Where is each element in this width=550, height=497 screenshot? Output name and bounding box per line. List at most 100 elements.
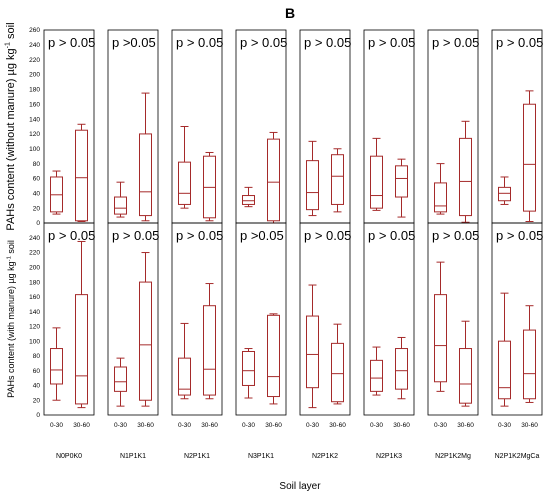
p-value-label: p > 0.05 [48,228,95,243]
box-30-60 [331,148,344,213]
box-30-60 [331,323,344,405]
p-value-label: p > 0.05 [304,228,351,243]
p-value-label: p > 0.05 [496,35,543,50]
box-iqr [114,366,127,392]
panel-N2P1K2Mg: p > 0.05 [427,29,479,224]
panel-frame [363,222,415,416]
treatment-label: N3P1K1 [248,453,274,460]
box-0-30 [434,163,447,215]
panel-frame [491,222,543,416]
x-tick-label: 0-30 [306,422,319,429]
box-iqr [114,196,127,215]
box-0-30 [178,322,191,400]
box-30-60 [523,305,536,403]
y-axis-title: PAHs content (with manure) µg kg-1 soil [6,240,16,398]
box-iqr [178,161,191,205]
x-tick-label: 30-60 [265,422,282,429]
y-tick-label: 100 [29,338,40,345]
x-tick-label: 0-30 [370,422,383,429]
panel-frame [107,222,159,416]
y-tick-label: 140 [29,116,40,123]
y-tick-label: 40 [33,191,41,198]
y-tick-label: 20 [33,205,41,212]
y-tick-label: 60 [33,176,41,183]
box-0-30 [114,357,127,407]
box-0-30 [370,346,383,396]
box-iqr [434,182,447,213]
x-tick-label: 0-30 [498,422,511,429]
p-value-label: p > 0.05 [368,228,415,243]
panel-N1P1K1: p >0.05 [107,29,159,224]
y-tick-label: 200 [29,265,40,272]
box-iqr [434,294,447,383]
treatment-label: N2P1K2 [312,453,338,460]
p-value-label: p > 0.05 [432,228,479,243]
x-axis-title: Soil layer [279,481,321,492]
panel-N2P1K2: p > 0.05 0-30 30-60 N2P1K2 [299,222,351,460]
y-tick-label: 240 [29,235,40,242]
box-iqr [242,350,255,386]
box-30-60 [459,120,472,223]
box-30-60 [203,151,216,222]
panel-frame [171,222,223,416]
treatment-label: N1P1K1 [120,453,146,460]
p-value-label: p > 0.05 [176,228,223,243]
y-tick-label: 220 [29,250,40,257]
box-0-30 [242,348,255,399]
panel-N0P0K0: p > 0.05 0-30 30-60 N0P0K0 [43,222,95,460]
box-0-30 [114,181,127,218]
x-tick-label: 30-60 [329,422,346,429]
x-tick-label: 0-30 [114,422,127,429]
x-tick-label: 30-60 [137,422,154,429]
y-tick-label: 100 [29,146,40,153]
p-value-label: p > 0.05 [304,35,351,50]
y-tick-label: 200 [29,72,40,79]
box-iqr [75,294,88,405]
panel-frame [235,29,287,224]
box-30-60 [139,92,152,222]
box-iqr [370,155,383,209]
box-iqr [242,195,255,205]
panel-frame [427,222,479,416]
box-iqr [523,329,536,400]
box-iqr [306,315,319,389]
box-0-30 [434,261,447,392]
box-iqr [139,281,152,401]
box-iqr [459,137,472,217]
x-tick-label: 0-30 [178,422,191,429]
panel-frame [43,222,95,416]
box-30-60 [523,90,536,223]
x-tick-label: 0-30 [242,422,255,429]
y-tick-label: 240 [29,42,40,49]
panel-frame [491,29,543,224]
box-iqr [498,340,511,400]
box-30-60 [75,240,88,409]
treatment-label: N2P1K1 [184,453,210,460]
panel-N2P1K3: p > 0.05 0-30 30-60 N2P1K3 [363,222,415,460]
box-iqr [331,154,344,205]
x-tick-label: 30-60 [393,422,410,429]
x-tick-label: 30-60 [457,422,474,429]
p-value-label: p > 0.05 [48,35,95,50]
y-tick-label: 120 [29,131,40,138]
box-iqr [306,160,319,211]
box-iqr [395,165,408,198]
x-tick-label: 30-60 [73,422,90,429]
panel-frame [299,29,351,224]
panel-frame [299,222,351,416]
y-tick-label: 180 [29,87,40,94]
box-iqr [178,357,191,396]
y-tick-label: 140 [29,309,40,316]
y-tick-label: 0 [36,220,40,227]
p-value-label: p > 0.05 [432,35,479,50]
p-value-label: p >0.05 [240,228,284,243]
box-iqr [267,314,280,398]
y-tick-label: 180 [29,279,40,286]
panel-N0P0K0: p > 0.05 [43,29,95,224]
y-axis-title: PAHs content (without manure) µg kg-1 so… [4,22,17,230]
y-tick-label: 20 [33,397,41,404]
y-tick-label: 60 [33,368,41,375]
box-iqr [203,305,216,396]
panel-frame [427,29,479,224]
